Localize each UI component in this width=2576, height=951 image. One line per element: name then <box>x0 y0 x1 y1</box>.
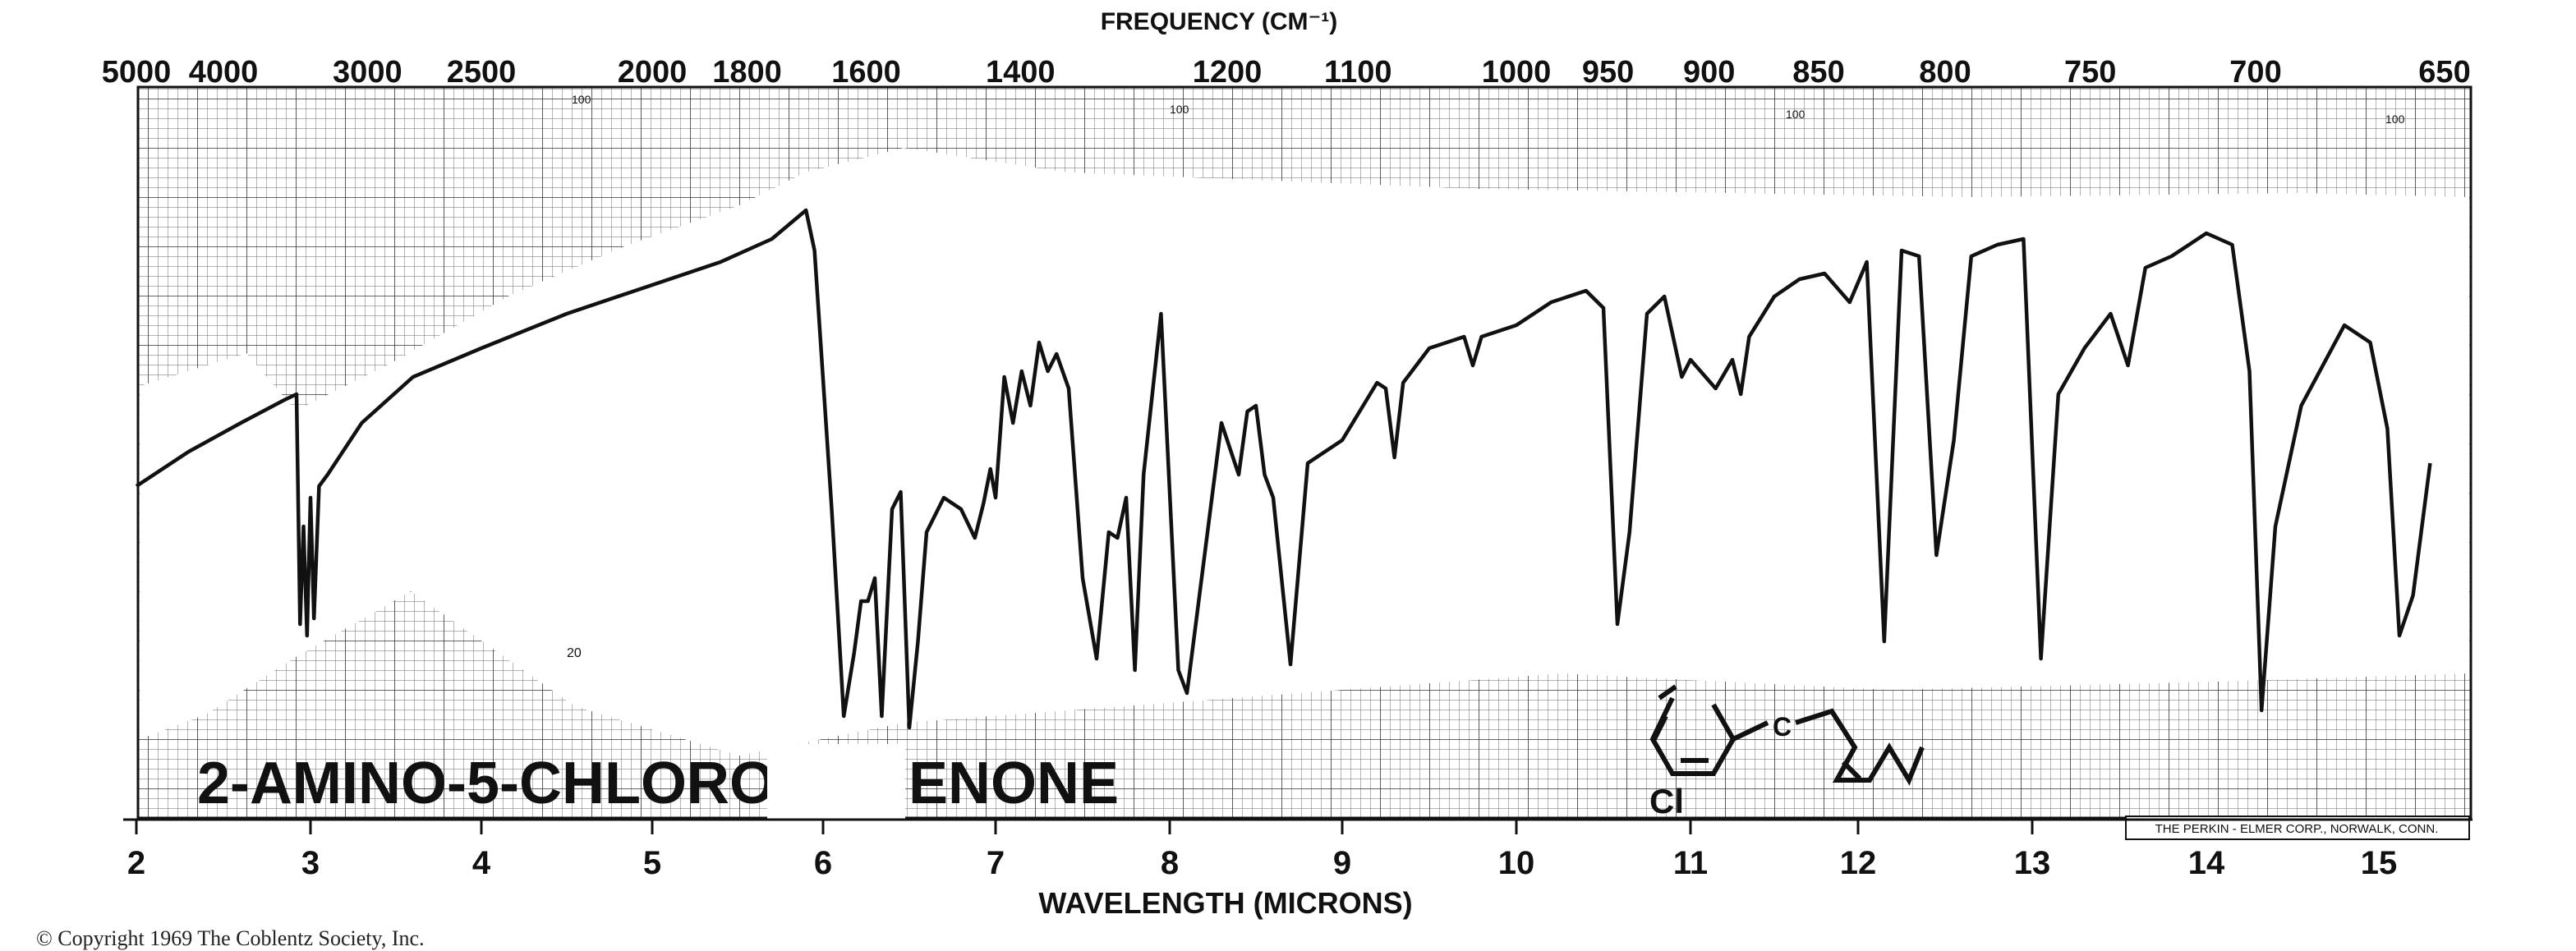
frequency-tick-label: 900 <box>1683 55 1735 90</box>
grid-scale-label: 100 <box>572 93 591 106</box>
frequency-tick-label: 750 <box>2064 55 2116 90</box>
wavelength-tick-label: 10 <box>1498 845 1535 881</box>
frequency-tick-label: 950 <box>1582 55 1634 90</box>
wavelength-axis-label: WAVELENGTH (MICRONS) <box>1038 886 1412 920</box>
grid-scale-label: 20 <box>567 646 582 660</box>
compound-title: 2-AMINO-5-CHLORO ENONE <box>197 744 1119 820</box>
carbonyl-carbon-label: C <box>1773 712 1792 742</box>
frequency-tick-label: 3000 <box>333 55 402 90</box>
wavelength-tick-label: 4 <box>472 845 491 881</box>
wavelength-tick-label: 6 <box>814 845 832 881</box>
frequency-tick-label: 1000 <box>1482 55 1552 90</box>
grid-scale-label: 100 <box>1170 103 1189 116</box>
wavelength-tick-label: 14 <box>2188 845 2225 881</box>
wavelength-tick-label: 5 <box>643 845 661 881</box>
maker-credit: THE PERKIN - ELMER CORP., NORWALK, CONN. <box>2155 822 2439 836</box>
compound-title-part-1: 2-AMINO-5-CHLORO <box>197 751 775 816</box>
frequency-tick-label: 800 <box>1919 55 1971 90</box>
frequency-axis-label: FREQUENCY (CM⁻¹) <box>1101 8 1338 35</box>
chart-panel <box>136 85 2472 820</box>
frequency-tick-label: 1200 <box>1193 55 1263 90</box>
plot-frame-outline <box>136 85 2472 820</box>
title-obscured-patch <box>767 744 905 820</box>
wavelength-tick-labels: 2 3 4 5 6 7 8 9 10 11 12 13 14 15 <box>127 820 2397 881</box>
spectrum-series <box>135 208 2432 730</box>
wavelength-axis: 2 3 4 5 6 7 8 9 10 11 12 13 14 15 WAVELENGTH (MICRONS… <box>127 820 2397 920</box>
compound-title-part-2: ENONE <box>908 751 1119 816</box>
wavelength-tick-label: 8 <box>1161 845 1179 881</box>
wavelength-tick-label: 13 <box>2014 845 2051 881</box>
frequency-tick-label: 2000 <box>618 55 688 90</box>
frequency-tick-label: 4000 <box>189 55 259 90</box>
frequency-tick-label: 850 <box>1792 55 1844 90</box>
wavelength-tick-label: 3 <box>301 845 320 881</box>
grid-scale-labels: 100 100 100 100 20 <box>567 93 2405 660</box>
frequency-tick-label: 1400 <box>986 55 1056 90</box>
frequency-tick-labels: 5000 4000 3000 2500 2000 1800 1600 1400 1200 1100… <box>102 55 2471 90</box>
frequency-tick-label: 1100 <box>1324 55 1392 90</box>
frequency-tick-label: 2500 <box>447 55 517 90</box>
spectrum-line <box>135 208 2432 730</box>
wavelength-tick-label: 9 <box>1333 845 1351 881</box>
wavelength-tick-label: 12 <box>1840 845 1877 881</box>
frequency-tick-label: 1600 <box>831 55 901 90</box>
frequency-tick-label: 700 <box>2229 55 2281 90</box>
frequency-tick-label: 1800 <box>712 55 782 90</box>
wavelength-tick-label: 15 <box>2361 845 2398 881</box>
molecule-structure <box>1649 684 1925 786</box>
frequency-tick-label: 650 <box>2418 55 2470 90</box>
chlorine-label: Cl <box>1649 782 1684 820</box>
wavelength-tick-label: 2 <box>127 845 145 881</box>
frequency-axis: FREQUENCY (CM⁻¹) 5000 4000 3000 2500 2000 180… <box>102 8 2471 90</box>
grid-scale-label: 100 <box>2385 113 2405 126</box>
grid-scale-label: 100 <box>1786 108 1806 121</box>
wavelength-tick-label: 11 <box>1673 845 1708 881</box>
copyright-notice: © Copyright 1969 The Coblentz Society, I… <box>36 926 425 950</box>
frequency-tick-label: 5000 <box>102 55 172 90</box>
wavelength-tick-label: 7 <box>987 845 1005 881</box>
